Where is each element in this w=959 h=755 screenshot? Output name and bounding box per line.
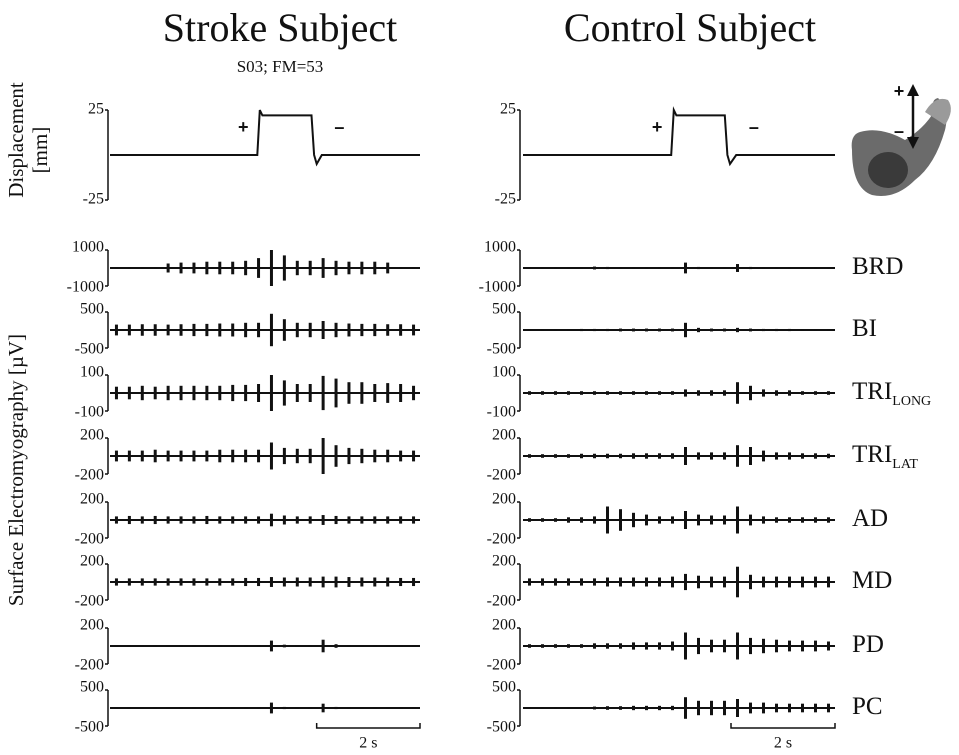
displacement-line <box>523 106 835 167</box>
channel-subscript: LONG <box>892 394 931 409</box>
y-tick-label: -1000 <box>479 279 516 296</box>
y-tick-label: -200 <box>75 593 104 610</box>
y-tick-label: -200 <box>487 531 516 548</box>
perturbation-sign: + <box>652 117 663 137</box>
y-tick-label: 200 <box>492 491 516 508</box>
y-tick-label: 500 <box>80 301 104 318</box>
channel-label: TRILAT <box>852 441 918 472</box>
y-tick-label: 200 <box>492 617 516 634</box>
channel-name: BRD <box>852 253 903 280</box>
y-tick-label: -500 <box>75 341 104 358</box>
y-tick-label: -200 <box>75 657 104 674</box>
y-tick-label: 25 <box>88 101 104 118</box>
y-tick-label: -200 <box>75 531 104 548</box>
perturbation-sign: – <box>749 117 759 137</box>
scale-bar-label: 2 s <box>359 735 377 752</box>
y-tick-label: -500 <box>487 341 516 358</box>
channel-label: BRD <box>852 253 903 280</box>
y-tick-label: 200 <box>80 553 104 570</box>
channel-subscript: LAT <box>892 457 918 472</box>
channel-label: PC <box>852 693 883 720</box>
y-tick-label: 25 <box>500 101 516 118</box>
arm-icon: + – <box>851 81 951 196</box>
y-tick-label: 500 <box>492 301 516 318</box>
y-tick-label: 1000 <box>72 239 104 256</box>
y-tick-label: -200 <box>487 467 516 484</box>
y-tick-label: -500 <box>487 719 516 736</box>
channel-name: TRI <box>852 441 892 468</box>
y-tick-label: 500 <box>80 679 104 696</box>
scale-bar-label: 2 s <box>774 735 792 752</box>
y-tick-label: 200 <box>80 491 104 508</box>
chart-title: Stroke Subject <box>163 5 397 50</box>
y-tick-label: -200 <box>487 657 516 674</box>
scale-bar <box>315 723 421 729</box>
y-tick-label: 100 <box>492 364 516 381</box>
y-label: [mm] <box>28 127 52 174</box>
y-tick-label: -500 <box>75 719 104 736</box>
y-label: Displacement <box>4 82 28 198</box>
y-tick-label: 100 <box>80 364 104 381</box>
chart-title: Control Subject <box>564 5 816 50</box>
channel-name: AD <box>852 505 888 532</box>
y-tick-label: 200 <box>80 617 104 634</box>
y-tick-label: 200 <box>492 553 516 570</box>
channel-label: AD <box>852 505 888 532</box>
sign-minus: – <box>894 121 904 141</box>
channel-label: TRILONG <box>852 378 931 409</box>
displacement-line <box>110 109 420 167</box>
scale-bar <box>730 723 836 729</box>
channel-name: PD <box>852 631 884 658</box>
channel-name: MD <box>852 567 892 594</box>
y-tick-label: -100 <box>487 404 516 421</box>
y-tick-label: 500 <box>492 679 516 696</box>
y-tick-label: -25 <box>83 191 104 208</box>
channel-label: BI <box>852 315 877 342</box>
channel-label: PD <box>852 631 884 658</box>
y-label: Surface Electromyography [µV] <box>4 334 28 606</box>
y-tick-label: 1000 <box>484 239 516 256</box>
perturbation-sign: + <box>238 117 249 137</box>
chart-subtitle: S03; FM=53 <box>237 57 324 76</box>
channel-name: TRI <box>852 378 892 405</box>
y-tick-label: 200 <box>80 427 104 444</box>
y-tick-label: 200 <box>492 427 516 444</box>
sign-plus: + <box>894 81 905 101</box>
y-tick-label: -200 <box>487 593 516 610</box>
y-tick-label: -25 <box>495 191 516 208</box>
channel-name: PC <box>852 693 883 720</box>
y-tick-label: -200 <box>75 467 104 484</box>
channel-name: BI <box>852 315 877 342</box>
channel-label: MD <box>852 567 892 594</box>
y-tick-label: -100 <box>75 404 104 421</box>
perturbation-sign: – <box>334 117 344 137</box>
y-tick-label: -1000 <box>67 279 104 296</box>
